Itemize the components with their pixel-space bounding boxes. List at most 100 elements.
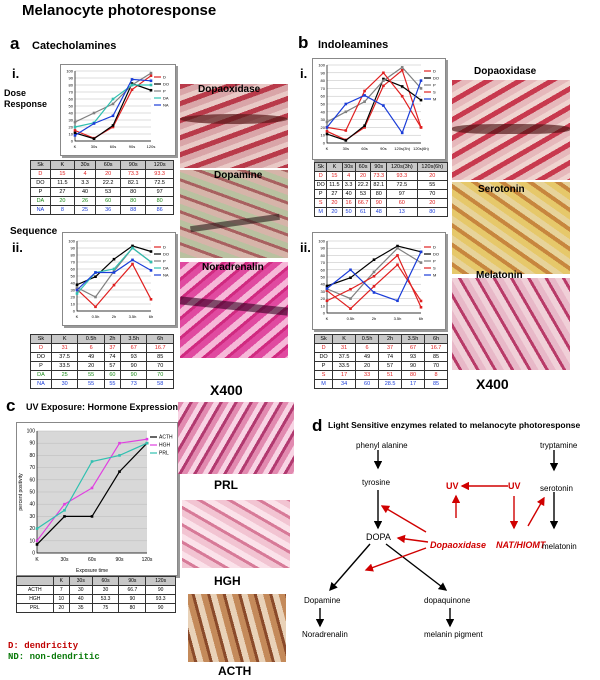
table-header-cell: K (49, 160, 75, 170)
table-cell: 72.5 (145, 178, 174, 188)
data-point (35, 543, 39, 546)
data-point (325, 132, 329, 136)
table-cell: 85 (424, 379, 448, 389)
axis (76, 241, 151, 312)
legend-label: P (433, 83, 436, 88)
y-tick-label: 40 (321, 282, 326, 287)
panel-a-letter: a (10, 34, 20, 53)
table-cell: 49 (355, 352, 380, 362)
panel-b-letter: b (298, 33, 309, 52)
table-header-cell: 3.5h (119, 334, 148, 344)
node-phenylalanine: phenyl alanine (356, 441, 408, 450)
data-point (145, 437, 149, 441)
x-tick-label: 120s (147, 144, 156, 149)
y-tick-label: 100 (318, 63, 325, 68)
panel-a-row-ii: ii. (12, 240, 23, 255)
table-row: DO 37.5 49 74 93 85 (30, 352, 174, 362)
table-cell: 22.2 (95, 178, 122, 188)
node-tryptamine: tryptamine (540, 441, 578, 450)
table-cell: 49 (77, 352, 105, 362)
table-cell: 34 (332, 379, 357, 389)
table-cell: 36 (95, 205, 122, 215)
table-cell: 88 (120, 205, 147, 215)
table-cell: 16.7 (146, 343, 174, 353)
table-cell: 8 (49, 205, 75, 215)
y-tick-label: 0 (323, 311, 326, 316)
table-cell: 53.3 (91, 594, 120, 604)
table-cell: 73.3 (370, 171, 388, 181)
data-point (325, 299, 329, 303)
table-cell: 55 (77, 379, 105, 389)
legend-label: DA (163, 266, 169, 271)
table-cell: DA (30, 370, 52, 380)
panel-a-row-i: i. (12, 66, 20, 81)
data-point (349, 268, 352, 272)
chart-c-svg: 0 10 20 30 40 50 60 70 80 90 100 K 30s 60s 90s 120s ACTH… (18, 429, 173, 575)
table-cell: 80 (416, 207, 449, 217)
table-cell: 80 (370, 189, 388, 199)
data-point (419, 250, 423, 254)
table-cell: 97 (386, 189, 418, 199)
x-tick-label: K (35, 557, 39, 563)
figure-title: Melanocyte photoresponse (22, 2, 217, 19)
y-tick-label: 40 (71, 281, 76, 286)
x-tick-label: 30s (91, 144, 97, 149)
table-cell: 3.3 (341, 180, 356, 190)
table-cell: M (313, 207, 328, 217)
table-cell: 33.5 (50, 361, 79, 371)
chart-a-ii: 0 10 20 30 40 50 60 70 80 90 100 K 0.5h 2h 3.5h 6h D DO P D… (62, 232, 176, 326)
table-cell: 93 (401, 352, 425, 362)
table-header-cell: 90s (120, 160, 147, 170)
micrograph-b-serotonin-label: Serotonin (478, 184, 525, 195)
table-a-i: Sk K 30s 60s 90s 120s D 15 4 20 73.3 93.3 DO 11.5 3.3 2… (30, 160, 174, 215)
data-point (419, 87, 423, 90)
pathway-arrows (315, 450, 559, 628)
y-tick-label: 10 (29, 538, 35, 544)
y-axis-label: percent positivity (18, 473, 24, 511)
data-point (400, 85, 404, 88)
table-cell: 51 (378, 370, 403, 380)
data-point (130, 88, 134, 91)
data-point (149, 250, 153, 253)
chart-b-ii: 0 10 20 30 40 50 60 70 80 90 100 K 0.5h 2h 3.5h 6h D DO P S… (312, 232, 446, 330)
node-dopa: DOPA (366, 532, 391, 542)
data-point (131, 246, 134, 250)
table-cell: D (30, 343, 52, 353)
table-cell: 20 (326, 207, 343, 217)
data-point (372, 270, 376, 274)
table-cell: D (313, 171, 328, 181)
data-point (400, 131, 404, 135)
series-line-do (326, 78, 422, 142)
y-tick-label: 30 (71, 288, 76, 293)
data-point (419, 299, 423, 303)
data-point (419, 98, 423, 102)
table-cell: 11.5 (49, 178, 75, 188)
legend-label: P (163, 89, 166, 94)
table-cell: M (313, 379, 334, 389)
table-cell: 60 (95, 196, 122, 206)
table-cell: 28.5 (378, 379, 403, 389)
data-point (325, 289, 329, 292)
data-point (419, 261, 423, 264)
table-header-cell: 0.5h (77, 334, 105, 344)
data-point (131, 258, 134, 262)
table-cell: 20 (326, 198, 343, 208)
data-point (63, 509, 66, 512)
table-cell: 20 (355, 361, 380, 371)
x-tick-label: 0.5h (347, 316, 355, 321)
table-header-cell: K (326, 162, 343, 172)
table-b-i: Sk K 30s 60s 90s 120s(3h) 120s(6h) D 15 4 20 73.3 93… (313, 162, 449, 217)
data-point (396, 254, 399, 257)
legend-label: P (433, 259, 436, 264)
x-tick-label: 60s (88, 557, 97, 563)
data-point (372, 258, 376, 262)
table-header-cell: 0.5h (355, 334, 380, 344)
legend-label: NA (163, 103, 169, 108)
micrograph-b-dopaoxidase (452, 80, 570, 180)
y-tick-label: 50 (71, 274, 76, 279)
y-tick-label: 40 (29, 502, 35, 508)
data-point (90, 515, 94, 518)
table-cell: 80 (120, 187, 147, 197)
data-point (130, 83, 134, 87)
table-cell: 57 (103, 361, 121, 371)
